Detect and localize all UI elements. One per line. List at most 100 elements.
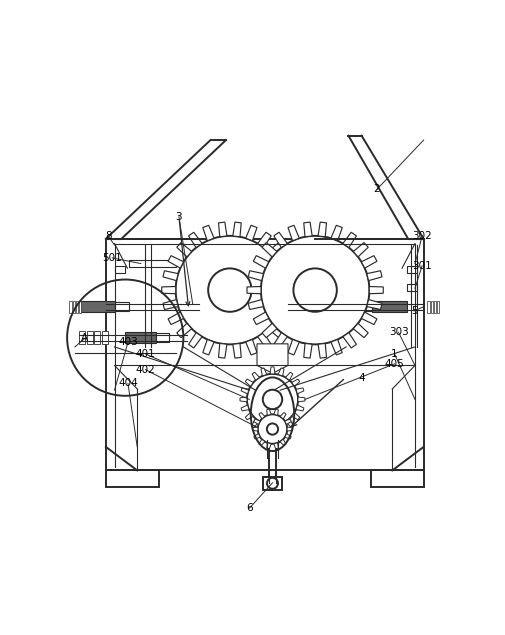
Bar [311,260,357,267]
Polygon shape [203,225,214,241]
Polygon shape [245,340,257,355]
Text: 402: 402 [135,364,155,375]
Circle shape [246,374,297,425]
Bar [125,332,156,343]
Polygon shape [270,367,274,374]
Bar [79,331,85,344]
Bar [370,471,423,487]
Bar [433,300,435,313]
Polygon shape [218,344,226,358]
Circle shape [267,478,277,489]
Bar [114,266,125,273]
Polygon shape [162,286,175,294]
Text: 8: 8 [105,231,112,241]
Polygon shape [259,413,265,419]
Circle shape [266,424,278,434]
Polygon shape [369,286,382,294]
Polygon shape [246,286,261,294]
Polygon shape [287,340,298,355]
Polygon shape [261,368,267,376]
Polygon shape [284,434,290,439]
Polygon shape [254,434,260,439]
Text: 2: 2 [373,184,380,194]
Text: 1: 1 [390,349,397,359]
Polygon shape [361,256,376,268]
Polygon shape [366,271,381,281]
Polygon shape [352,243,368,257]
Polygon shape [266,409,271,415]
Polygon shape [361,312,376,324]
Text: 302: 302 [412,231,431,241]
Bar [79,300,81,313]
Bar [80,301,115,312]
Bar [115,302,129,312]
Polygon shape [253,256,268,268]
Polygon shape [279,439,285,446]
Polygon shape [262,323,276,338]
Polygon shape [163,271,178,281]
Polygon shape [291,413,299,420]
Polygon shape [297,397,305,402]
Polygon shape [253,312,268,324]
Polygon shape [281,300,296,309]
Bar [357,302,371,312]
Bar [106,471,159,487]
Polygon shape [261,423,267,431]
Bar [371,301,406,312]
Polygon shape [352,323,368,338]
Bar [94,331,100,344]
Polygon shape [276,256,291,268]
Text: 301: 301 [412,261,431,271]
Polygon shape [281,271,296,281]
Polygon shape [330,225,341,241]
Bar [72,300,75,313]
Text: A: A [81,333,88,344]
Text: 5: 5 [410,306,417,316]
Polygon shape [163,300,178,309]
Bar [76,300,78,313]
Polygon shape [291,379,299,386]
Circle shape [293,269,336,312]
Polygon shape [285,372,292,380]
Bar [436,300,438,313]
Polygon shape [276,312,291,324]
Text: 404: 404 [118,378,137,389]
Polygon shape [176,323,191,338]
Polygon shape [283,286,297,294]
Polygon shape [245,225,257,241]
Polygon shape [303,344,312,358]
Polygon shape [262,243,276,257]
Polygon shape [268,323,282,338]
Polygon shape [318,222,326,237]
Polygon shape [342,333,356,348]
Polygon shape [303,222,312,237]
Text: 6: 6 [246,503,252,513]
Polygon shape [248,271,263,281]
Polygon shape [285,418,292,427]
Polygon shape [240,405,248,411]
Polygon shape [251,418,259,427]
Text: 501: 501 [102,253,122,263]
Polygon shape [278,368,283,376]
Polygon shape [218,222,226,237]
Polygon shape [342,232,356,248]
Polygon shape [252,427,258,431]
Polygon shape [168,312,183,324]
Polygon shape [188,333,201,348]
Polygon shape [239,397,246,402]
Polygon shape [284,419,290,425]
Polygon shape [266,443,271,449]
Polygon shape [273,409,278,415]
Polygon shape [366,300,381,309]
Polygon shape [257,344,287,373]
Bar [430,300,432,313]
Text: 405: 405 [384,359,403,369]
Circle shape [175,236,284,344]
Polygon shape [188,232,201,248]
Polygon shape [286,427,292,431]
Bar [86,331,92,344]
Polygon shape [232,344,241,358]
Polygon shape [273,333,287,348]
Circle shape [261,236,369,344]
Bar [263,477,281,490]
